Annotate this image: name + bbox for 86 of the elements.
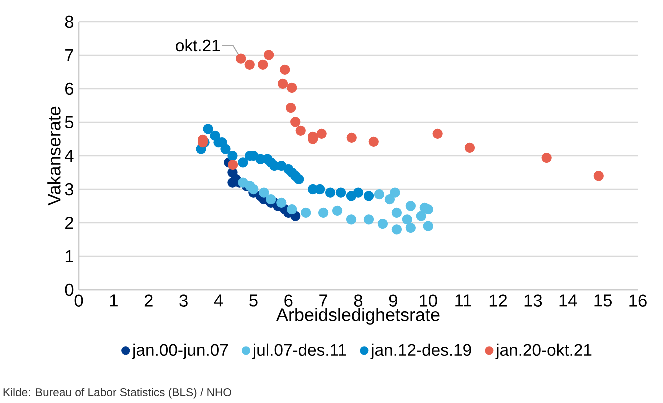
point (402, 214, 412, 225)
point (264, 50, 274, 60)
point (287, 204, 298, 215)
point (364, 214, 374, 225)
legend-label: jan.12-des.19 (370, 344, 472, 360)
y-tick-label: 8 (65, 16, 74, 28)
x-tick-label: 8 (354, 294, 363, 307)
x-tick-label: 0 (74, 294, 84, 307)
point (228, 160, 238, 170)
x-tick-label: 12 (490, 294, 508, 307)
point (236, 54, 246, 64)
point (390, 188, 400, 198)
x-tick-label: 15 (594, 294, 612, 307)
y-tick-label: 0 (65, 284, 74, 296)
point (464, 142, 476, 154)
point (296, 126, 306, 136)
point (384, 194, 396, 205)
x-tick-label: 7 (320, 294, 328, 307)
point (276, 198, 287, 208)
point (406, 222, 416, 234)
x-tick-label: 16 (630, 294, 647, 307)
point (278, 78, 288, 90)
legend-label: jan.00-jun.07 (132, 344, 228, 360)
point (316, 128, 327, 139)
point (290, 117, 301, 128)
point (332, 206, 343, 216)
point (432, 128, 443, 139)
point (364, 191, 374, 202)
point (266, 194, 276, 205)
x-tick-label: 5 (250, 294, 258, 307)
point (210, 130, 220, 141)
text: Kilde: Bureau of Labor Statistics (BLS) / NHO (4, 388, 232, 399)
x-tick-label: 2 (144, 294, 153, 307)
point (368, 136, 379, 148)
point (336, 188, 346, 198)
point (346, 191, 357, 202)
point (416, 211, 426, 222)
point (286, 103, 296, 114)
point (228, 150, 238, 162)
point (392, 208, 402, 218)
y-tick-label: 4 (65, 150, 74, 162)
x-tick-label: 11 (456, 294, 472, 307)
point (266, 158, 276, 168)
annotation: okt.21 (176, 39, 220, 52)
point (244, 60, 255, 70)
x-tick-label: 4 (214, 294, 224, 307)
point (308, 184, 318, 195)
y-tick-label: 6 (66, 82, 74, 96)
point (378, 218, 388, 230)
point (346, 214, 357, 225)
legend-label: jan.20-okt.21 (496, 344, 592, 360)
x-tick-label: 10 (420, 294, 438, 307)
x-axis-title: Arbeidsledighetsrate (276, 308, 440, 325)
point (248, 184, 259, 195)
x-tick-label: 1 (110, 294, 118, 307)
point (280, 64, 290, 75)
point (406, 201, 416, 212)
point (238, 158, 248, 168)
point (325, 188, 336, 198)
point (594, 171, 604, 182)
x-tick-label: 13 (524, 294, 542, 307)
point (284, 164, 294, 174)
x-tick-label: 3 (180, 294, 188, 307)
point (301, 208, 312, 218)
x-tick-label: 6 (284, 294, 293, 307)
x-tick-label: 9 (389, 294, 398, 307)
point (346, 132, 357, 143)
point (392, 224, 402, 235)
point (287, 82, 298, 94)
point (374, 189, 385, 200)
legend-label: jul.07-des.11 (252, 344, 346, 360)
x-tick-label: 14 (560, 294, 578, 307)
y-tick-label: 1 (66, 250, 74, 262)
point (258, 60, 268, 70)
y-tick-label: 7 (66, 50, 74, 62)
y-tick-label: 2 (66, 216, 74, 230)
point (542, 152, 552, 164)
point (420, 202, 430, 213)
point (423, 221, 434, 232)
y-tick-label: 3 (65, 183, 74, 196)
point (259, 188, 270, 198)
point (203, 124, 214, 134)
y-tick-label: 5 (65, 116, 74, 129)
y-axis-title: Vakanserate (48, 106, 61, 206)
point (318, 208, 329, 218)
point (290, 171, 301, 182)
